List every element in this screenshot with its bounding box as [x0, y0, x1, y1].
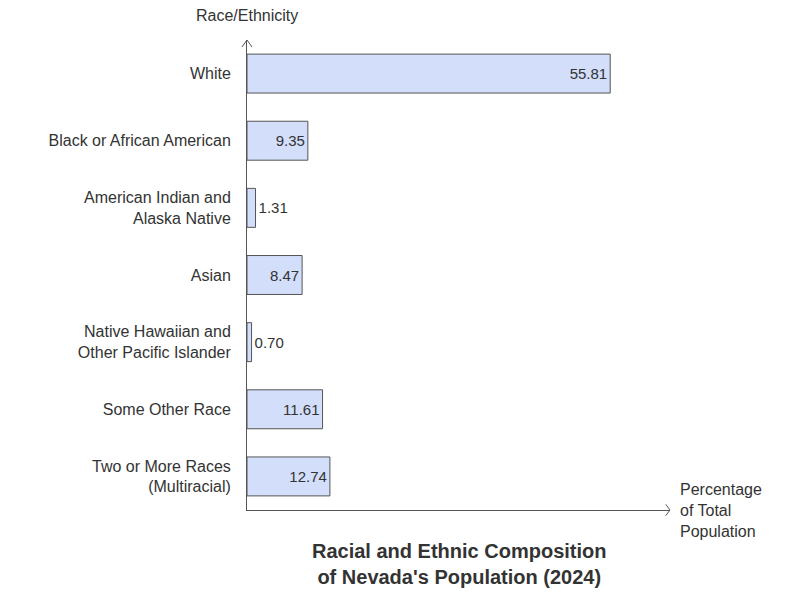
svg-text:8.47: 8.47 — [270, 267, 299, 284]
svg-text:0.70: 0.70 — [255, 334, 284, 351]
svg-text:11.61: 11.61 — [283, 401, 319, 418]
svg-text:White: White — [190, 65, 231, 82]
svg-text:Native Hawaiian andOther Pacif: Native Hawaiian andOther Pacific Islande… — [78, 323, 232, 361]
svg-text:Two or More Races(Multiracial): Two or More Races(Multiracial) — [92, 458, 231, 496]
svg-text:Race/Ethnicity: Race/Ethnicity — [196, 7, 298, 24]
svg-text:Asian: Asian — [191, 267, 231, 284]
svg-text:American Indian andAlaska Nati: American Indian andAlaska Native — [84, 189, 231, 227]
svg-text:1.31: 1.31 — [259, 199, 288, 216]
svg-text:Black or African American: Black or African American — [49, 132, 231, 149]
svg-text:9.35: 9.35 — [276, 132, 305, 149]
svg-text:Racial and Ethnic Compositiono: Racial and Ethnic Compositionof Nevada's… — [312, 540, 606, 588]
svg-text:Percentageof TotalPopulation: Percentageof TotalPopulation — [680, 481, 762, 540]
svg-text:Some Other Race: Some Other Race — [103, 401, 231, 418]
svg-text:12.74: 12.74 — [289, 468, 327, 485]
svg-text:55.81: 55.81 — [570, 65, 608, 82]
